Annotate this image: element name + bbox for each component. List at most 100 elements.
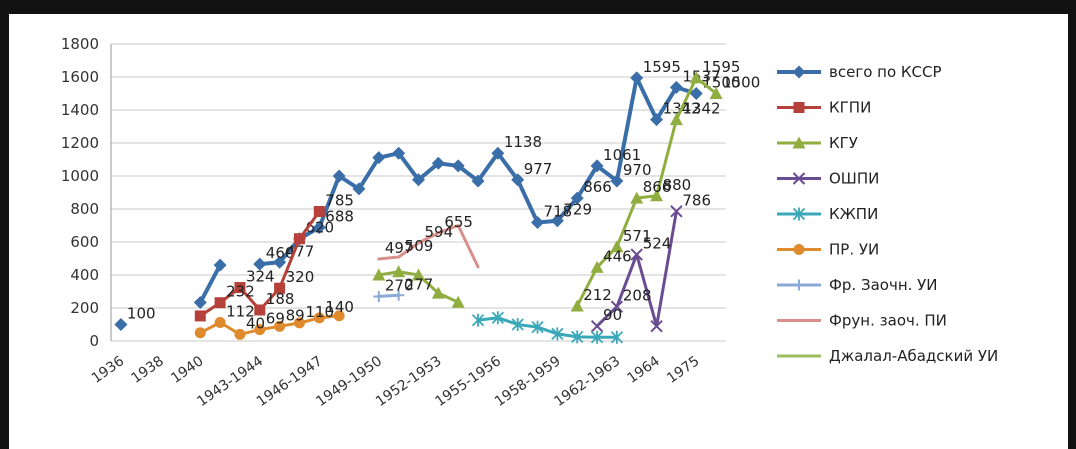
series-0-point [491, 146, 505, 160]
y-tick-label: 1400 [61, 101, 99, 119]
y-tick-label: 600 [70, 233, 99, 251]
data-label: 89 [286, 306, 305, 324]
data-label: 970 [623, 161, 652, 179]
series-6-point [393, 289, 405, 301]
legend-marker [793, 279, 805, 291]
data-label: 277 [405, 275, 434, 293]
x-tick-label: 1949-1950 [313, 353, 385, 410]
data-label: 1500 [722, 74, 760, 92]
data-label: 688 [325, 207, 354, 225]
data-label: 212 [583, 286, 612, 304]
series-2-point [451, 295, 465, 308]
series-2-point [372, 268, 386, 281]
series-line-7 [377, 224, 480, 269]
series-1-point [234, 282, 246, 294]
data-label: 866 [583, 178, 612, 196]
data-label: 270 [385, 276, 414, 294]
data-label: 786 [682, 191, 711, 209]
data-label: 1500 [702, 74, 740, 92]
series-0-point [471, 174, 485, 188]
series-1-point [274, 282, 286, 294]
data-label: 866 [643, 178, 672, 196]
data-label: 1342 [682, 100, 720, 118]
x-tick-label: 1940 [168, 353, 206, 387]
data-label: 188 [266, 290, 295, 308]
data-label: 524 [643, 235, 672, 253]
data-label: 509 [405, 237, 434, 255]
series-0-point [114, 318, 128, 331]
data-label: 477 [286, 242, 315, 260]
series-4-point [471, 313, 485, 327]
series-0-point [451, 159, 465, 173]
data-label: 729 [563, 201, 592, 219]
data-label: 112 [226, 303, 255, 321]
data-label: 718 [544, 203, 573, 221]
series-1-point [293, 233, 305, 245]
x-tick-label: 1938 [129, 353, 167, 387]
legend-marker [792, 136, 806, 149]
series-0-point [590, 159, 604, 173]
series-3-point [670, 205, 683, 218]
data-label: 1138 [504, 133, 542, 151]
data-label: 40 [246, 314, 265, 332]
series-0-point [689, 87, 703, 100]
y-tick-label: 1000 [61, 167, 99, 185]
series-1-point [214, 297, 226, 309]
series-2-point [669, 113, 683, 126]
series-0-point [511, 173, 525, 187]
data-label: 594 [425, 223, 454, 241]
legend-label: Фрун. заоч. ПИ [829, 312, 947, 330]
series-2-point [392, 265, 406, 278]
x-tick-label: 1943-1944 [194, 353, 266, 410]
x-tick-label: 1962-1963 [551, 353, 623, 410]
data-label: 110 [305, 303, 334, 321]
y-tick-label: 800 [70, 200, 99, 218]
series-2-point [709, 87, 723, 99]
series-0-point [193, 296, 207, 310]
legend-marker [792, 207, 806, 221]
series-0-point [669, 80, 683, 94]
data-label: 571 [623, 227, 652, 245]
series-0-point [531, 216, 545, 230]
series-5-point [254, 324, 266, 336]
legend-marker [792, 65, 806, 79]
y-tick-label: 1600 [61, 68, 99, 86]
series-2-point [431, 286, 445, 299]
y-tick-label: 200 [70, 299, 99, 317]
series-0-point [412, 173, 425, 187]
series-3-point [630, 248, 643, 261]
series-0-point [650, 113, 664, 127]
series-0-point [213, 258, 227, 272]
data-label: 320 [286, 268, 315, 286]
series-4-point [590, 330, 604, 344]
y-tick-label: 1200 [61, 134, 99, 152]
legend-label: КЖПИ [829, 205, 878, 223]
series-0-point [570, 191, 584, 205]
series-2-point [570, 299, 584, 312]
series-3-point [590, 319, 604, 333]
data-label: 232 [226, 283, 255, 301]
data-label: 880 [663, 176, 692, 194]
data-label: 140 [325, 298, 354, 316]
data-label: 785 [325, 191, 354, 209]
series-4-point [531, 320, 544, 334]
data-label: 69 [266, 310, 285, 328]
legend-marker [793, 244, 805, 255]
series-0-point [550, 214, 564, 228]
series-3-point [650, 319, 663, 333]
series-0-point [372, 151, 386, 165]
x-tick-label: 1936 [89, 353, 127, 387]
data-label: 1595 [702, 58, 740, 76]
series-5-point [194, 327, 206, 339]
data-label: 208 [623, 287, 652, 305]
series-4-point [551, 327, 564, 341]
series-0-point [610, 174, 624, 188]
series-0-point [392, 146, 406, 160]
series-2-point [412, 268, 425, 281]
data-label: 977 [524, 160, 553, 178]
series-0-point [630, 71, 644, 85]
series-4-point [511, 318, 524, 331]
legend-label: Фр. Заочн. УИ [829, 276, 938, 294]
series-5-point [333, 310, 345, 322]
